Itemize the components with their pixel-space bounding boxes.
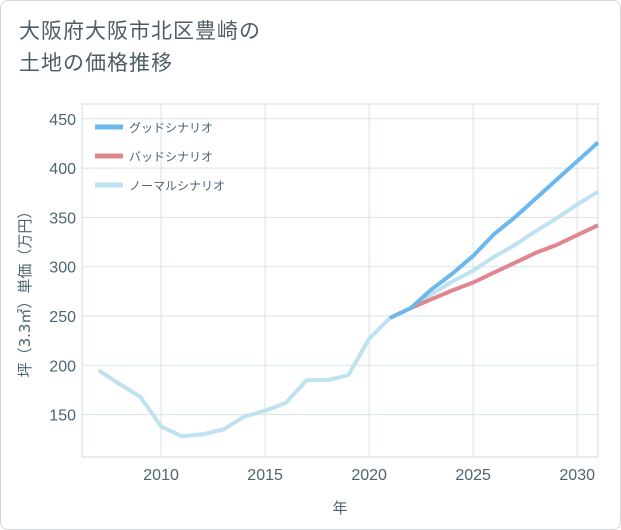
legend-label-0: グッドシナリオ <box>129 121 213 135</box>
plot-area-border <box>81 103 599 458</box>
x-axis-ticks: 2010 2015 2020 2025 2030 <box>143 467 595 484</box>
series-line-0 <box>389 141 600 320</box>
x-tick-label: 2020 <box>351 467 387 484</box>
x-tick-label: 2015 <box>247 467 283 484</box>
x-tick-label: 2010 <box>143 467 179 484</box>
y-tick-label: 200 <box>49 358 76 375</box>
series-lines <box>97 141 600 439</box>
y-axis-ticks: 150 200 250 300 350 400 450 <box>49 112 76 425</box>
chart-title: 大阪府大阪市北区豊崎の 土地の価格推移 <box>19 15 261 79</box>
legend-label-2: ノーマルシナリオ <box>129 179 225 193</box>
legend-label-1: バッドシナリオ <box>129 150 213 164</box>
y-tick-label: 450 <box>49 112 76 129</box>
x-tick-label: 2025 <box>455 467 491 484</box>
grid <box>82 104 598 457</box>
y-tick-label: 350 <box>49 210 76 227</box>
chart-title-line-1: 大阪府大阪市北区豊崎の <box>19 19 261 43</box>
y-tick-label: 300 <box>49 260 76 277</box>
y-axis-label: 坪（3.3㎡）単価（万円） <box>16 204 34 378</box>
chart-title-line-2: 土地の価格推移 <box>19 51 173 75</box>
series-line-1 <box>389 223 599 320</box>
y-tick-label: 250 <box>49 309 76 326</box>
y-tick-label: 150 <box>49 408 76 425</box>
x-tick-label: 2030 <box>559 467 595 484</box>
x-axis-label: 年 <box>332 499 347 517</box>
series-line-2 <box>97 190 600 439</box>
y-tick-label: 400 <box>49 161 76 178</box>
